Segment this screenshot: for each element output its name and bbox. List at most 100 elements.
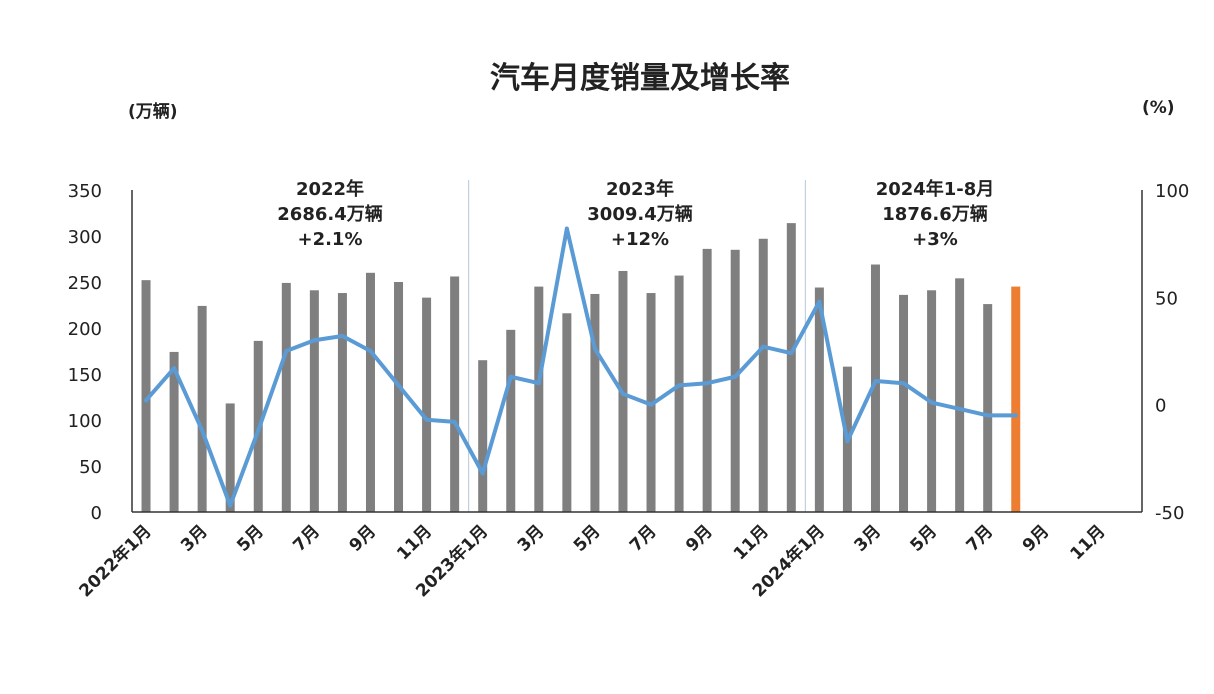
year-summary-label: +3%	[912, 229, 958, 250]
growth-point-2023年1月	[480, 471, 485, 476]
bar-3月	[197, 305, 207, 512]
growth-point-6月	[957, 406, 962, 411]
bar-2022年1月	[141, 280, 151, 512]
bar-7月	[983, 304, 993, 512]
growth-point-7月	[649, 402, 654, 407]
growth-point-10月	[396, 383, 401, 388]
growth-point-2024年1月	[817, 299, 822, 304]
year-summary-label: 1876.6万辆	[882, 203, 987, 225]
growth-point-3月	[873, 379, 878, 384]
growth-point-7月	[985, 413, 990, 418]
x-tick-label: 9月	[345, 521, 380, 556]
year-summary-label: +2.1%	[297, 229, 362, 250]
bar-4月	[562, 313, 572, 512]
right-axis-unit: (%)	[1142, 98, 1175, 118]
bar-8月	[337, 293, 347, 512]
bar-11月	[422, 297, 432, 512]
growth-point-3月	[200, 428, 205, 433]
bar-4月	[899, 294, 909, 512]
left-tick-label: 150	[68, 365, 102, 386]
bar-10月	[394, 282, 404, 512]
chart-title: 汽车月度销量及增长率	[490, 61, 790, 96]
year-summary-label: 2023年	[606, 178, 674, 200]
growth-point-4月	[564, 226, 569, 231]
bar-5月	[590, 293, 600, 512]
growth-point-11月	[424, 417, 429, 422]
growth-point-2月	[172, 366, 177, 371]
x-tick-label: 7月	[626, 521, 661, 556]
growth-point-5月	[592, 346, 597, 351]
bar-6月	[281, 282, 291, 512]
x-tick-label: 3月	[177, 521, 212, 556]
x-tick-label: 7月	[289, 521, 324, 556]
growth-point-6月	[620, 391, 625, 396]
year-summary-label: 2024年1-8月	[876, 178, 995, 200]
bar-7月	[309, 290, 319, 512]
x-tick-label: 2022年1月	[75, 521, 156, 602]
growth-point-6月	[284, 349, 289, 353]
x-tick-label: 5月	[907, 521, 942, 556]
bar-3月	[534, 286, 544, 512]
x-tick-label: 9月	[1019, 521, 1054, 556]
x-tick-label: 7月	[963, 521, 998, 556]
growth-point-4月	[228, 503, 233, 508]
left-tick-label: 250	[68, 273, 102, 294]
growth-point-8月	[1013, 413, 1018, 418]
left-tick-label: 350	[68, 181, 102, 202]
x-tick-label: 5月	[570, 521, 605, 556]
growth-point-2月	[508, 374, 513, 379]
growth-point-2022年1月	[144, 398, 149, 403]
growth-point-9月	[705, 381, 710, 386]
x-tick-label: 11月	[730, 521, 773, 564]
bar-3月	[870, 264, 880, 512]
left-tick-label: 50	[79, 457, 102, 478]
bar-11月	[758, 238, 768, 512]
year-summary-label: 3009.4万辆	[587, 203, 692, 225]
x-tick-label: 11月	[393, 521, 436, 564]
left-axis-unit: (万辆)	[128, 101, 178, 122]
year-summary-label: 2022年	[296, 178, 364, 200]
x-tick-label: 3月	[850, 521, 885, 556]
growth-point-8月	[677, 383, 682, 388]
growth-point-12月	[452, 419, 457, 424]
growth-point-8月	[340, 333, 345, 338]
right-tick-label: 0	[1155, 396, 1166, 417]
growth-point-5月	[929, 400, 934, 405]
growth-point-11月	[761, 344, 766, 349]
year-summary-label: +12%	[611, 229, 669, 250]
growth-point-12月	[789, 351, 794, 356]
growth-point-7月	[312, 338, 317, 343]
x-tick-label: 11月	[1067, 521, 1110, 564]
right-tick-label: -50	[1155, 503, 1184, 524]
year-summary-label: 2686.4万辆	[277, 203, 382, 225]
growth-point-5月	[256, 428, 261, 433]
left-tick-label: 300	[68, 227, 102, 248]
bar-12月	[450, 276, 460, 512]
growth-rate-line	[144, 226, 1018, 508]
right-tick-label: 50	[1155, 288, 1178, 309]
growth-point-2月	[845, 439, 850, 444]
bar-9月	[365, 272, 375, 512]
bar-12月	[786, 223, 796, 512]
right-tick-label: 100	[1155, 181, 1189, 202]
bar-8月	[1011, 286, 1021, 512]
growth-point-3月	[536, 381, 541, 386]
bar-2024年1月	[814, 287, 824, 512]
bar-9月	[702, 248, 712, 512]
x-tick-label: 5月	[233, 521, 268, 556]
left-tick-label: 200	[68, 319, 102, 340]
growth-point-4月	[901, 381, 906, 386]
growth-point-10月	[733, 374, 738, 379]
left-tick-label: 100	[68, 411, 102, 432]
left-tick-label: 0	[91, 503, 102, 524]
bar-10月	[730, 249, 740, 513]
bar-2023年1月	[478, 360, 488, 512]
x-tick-label: 9月	[682, 521, 717, 556]
x-tick-label: 3月	[514, 521, 549, 556]
bar-2月	[506, 329, 516, 512]
bar-6月	[955, 278, 965, 512]
bar-8月	[674, 275, 684, 512]
bar-2月	[169, 351, 179, 512]
bar-4月	[225, 403, 235, 512]
